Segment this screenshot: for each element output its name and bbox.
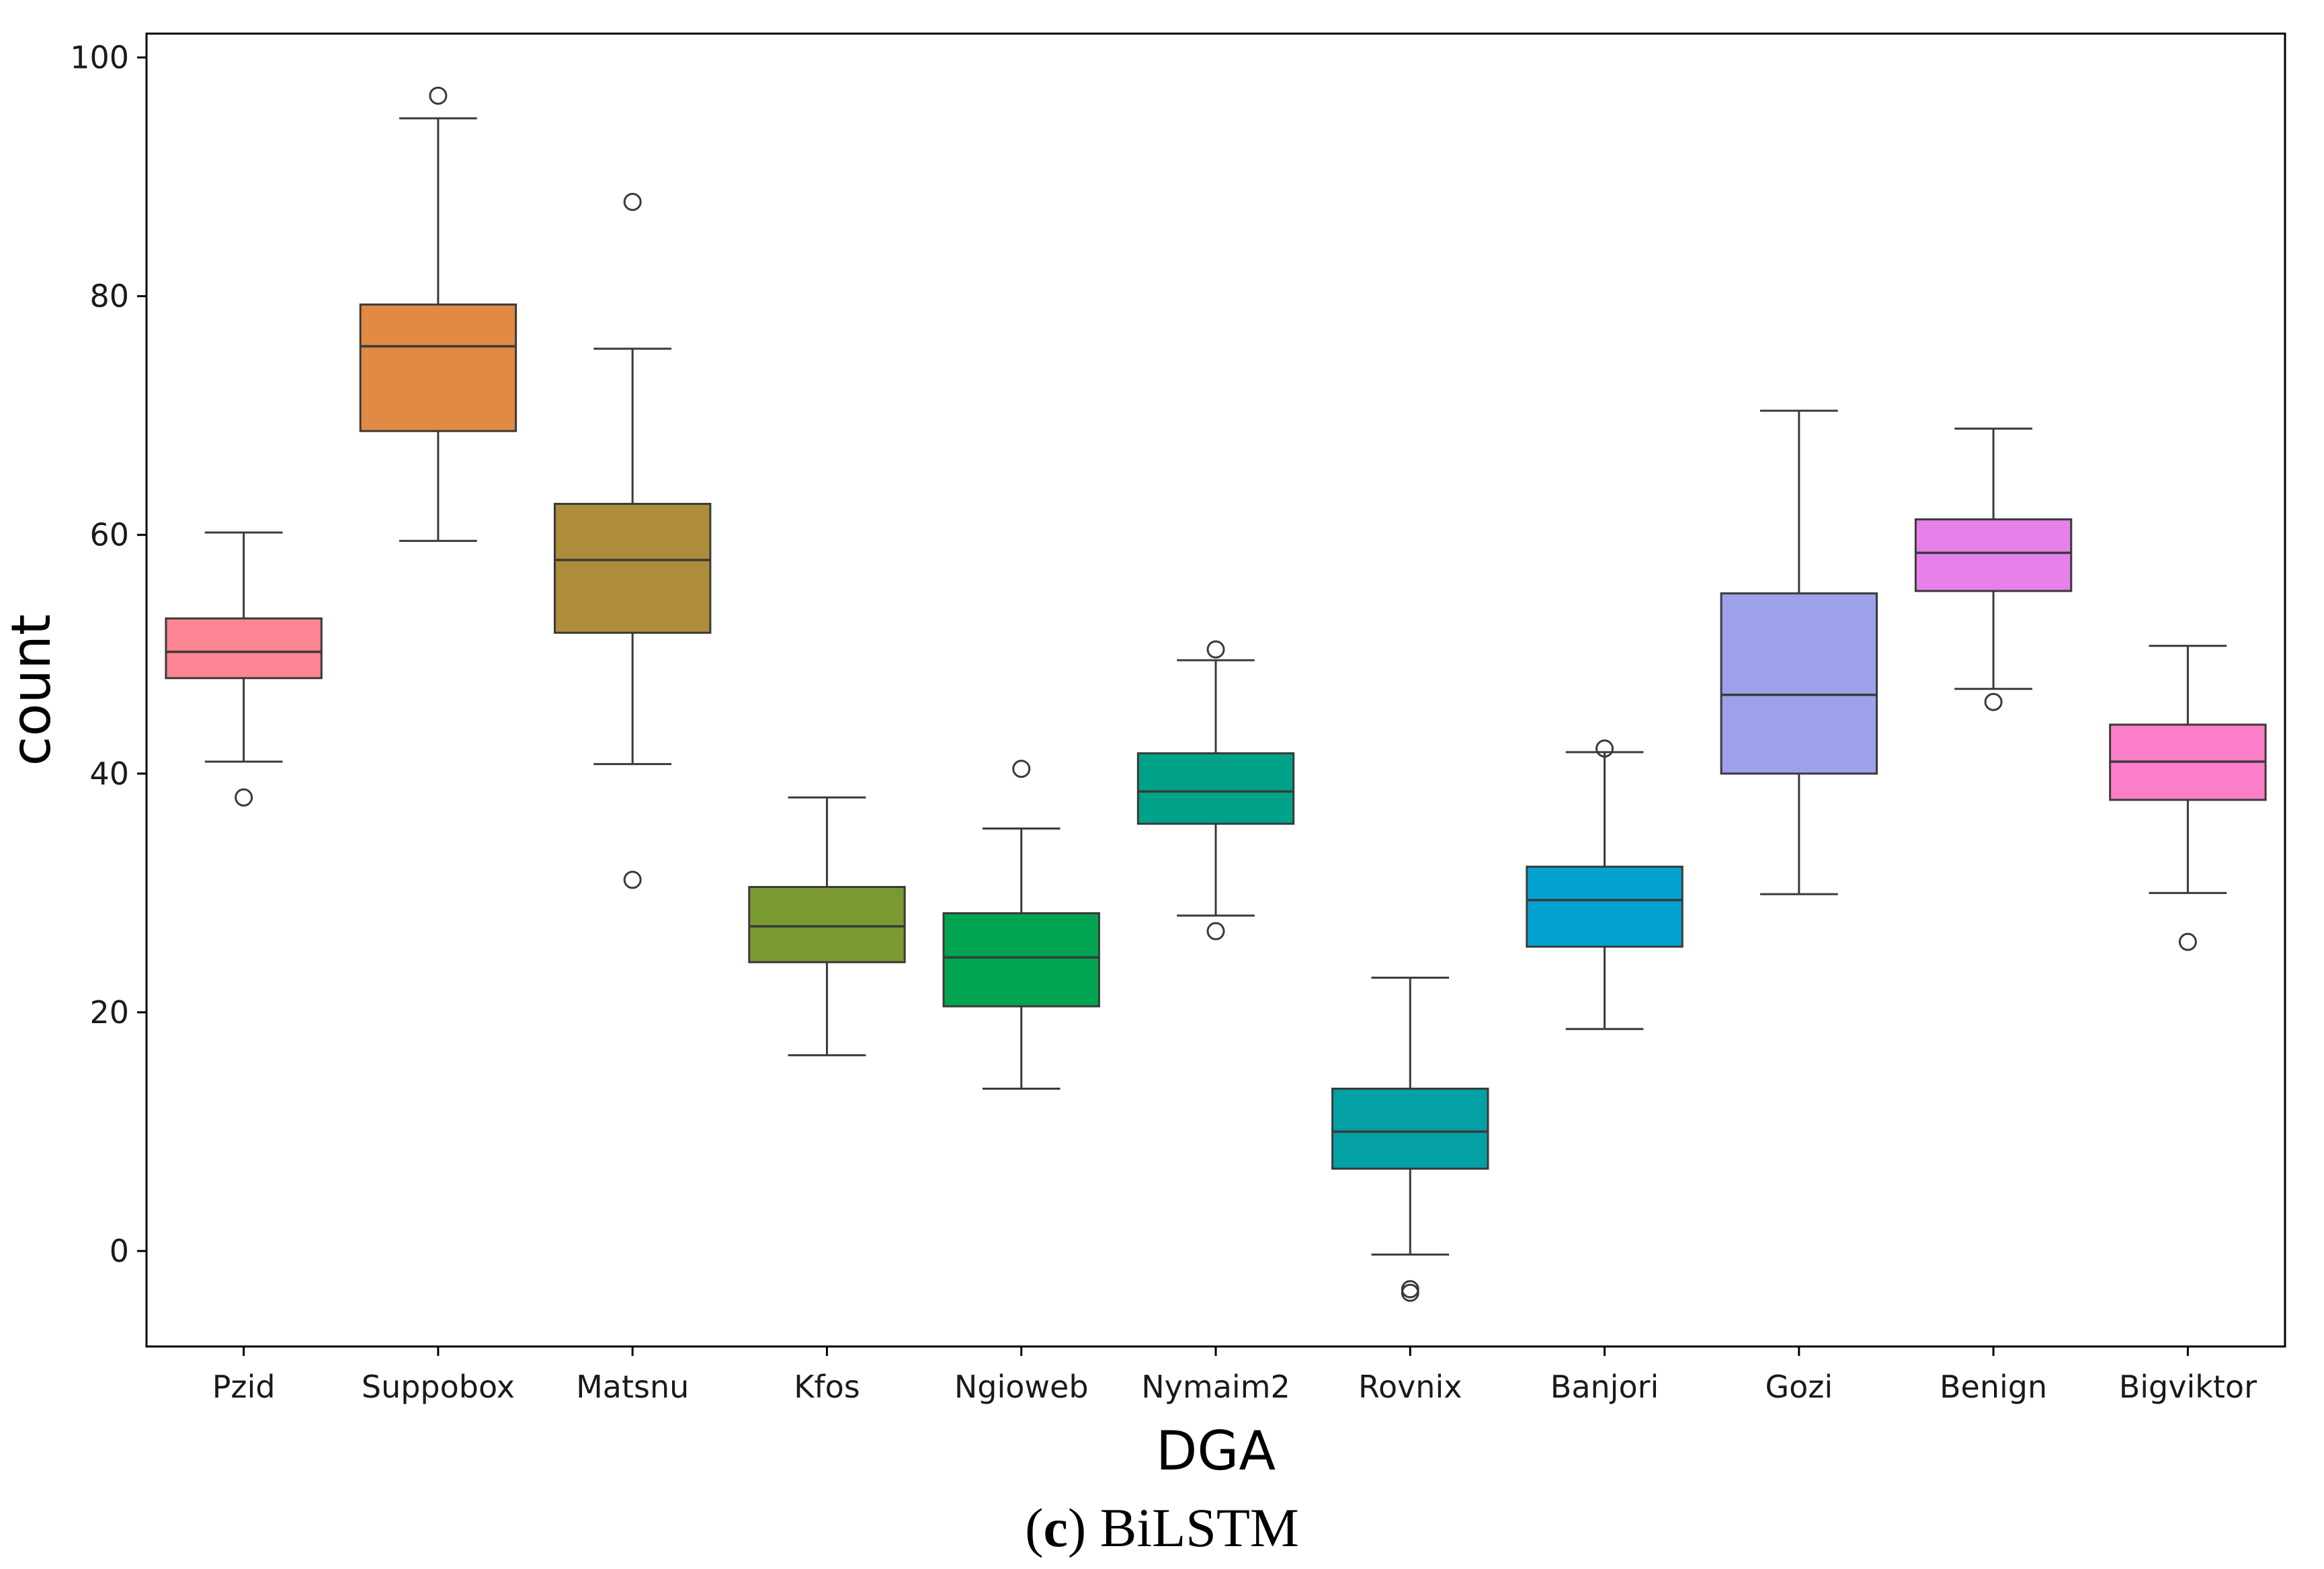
box-rovnix <box>1331 976 1489 1302</box>
outlier-point <box>1012 760 1031 778</box>
outlier-point <box>1206 640 1225 659</box>
caption-close-paren: ) <box>1068 1497 1086 1558</box>
outlier-point <box>623 871 642 889</box>
iqr-box <box>1331 1088 1489 1170</box>
iqr-box <box>1914 518 2073 592</box>
outlier-point <box>1401 1280 1419 1299</box>
box-gozi <box>1720 409 1878 895</box>
outlier-point <box>1401 1283 1419 1302</box>
box-pzid <box>165 531 323 807</box>
x-tick-label: Gozi <box>1765 1369 1833 1405</box>
y-tick-label: 0 <box>110 1233 129 1269</box>
outlier-point <box>429 86 448 105</box>
caption-text: BiLSTM <box>1086 1497 1299 1558</box>
x-tick-label: Banjori <box>1550 1369 1659 1405</box>
outlier-point <box>2178 932 2197 951</box>
x-tick-label: Nymaim2 <box>1141 1369 1290 1405</box>
box-suppobox <box>359 86 517 542</box>
x-tick-label: Bigviktor <box>2119 1369 2257 1405</box>
outlier-point <box>1984 692 2003 711</box>
iqr-box <box>165 617 323 680</box>
box-benign <box>1914 428 2073 711</box>
x-tick-label: Kfos <box>794 1369 860 1405</box>
iqr-box <box>1136 752 1295 825</box>
x-tick-label: Suppobox <box>362 1369 515 1405</box>
iqr-box <box>1720 592 1878 775</box>
caption-letter: c <box>1043 1497 1067 1558</box>
figure-caption: (c) BiLSTM <box>1025 1497 1299 1558</box>
outlier-point <box>235 788 253 807</box>
y-tick-label: 20 <box>89 994 129 1031</box>
y-tick-label: 100 <box>70 40 129 76</box>
box-banjori <box>1526 739 1684 1031</box>
x-tick-label: Matsnu <box>576 1369 689 1405</box>
iqr-box <box>1526 865 1684 948</box>
box-bigviktor <box>2109 645 2267 951</box>
y-axis-title: count <box>0 614 63 766</box>
box-ngioweb <box>942 760 1100 1090</box>
x-axis-title: DGA <box>1156 1420 1276 1482</box>
x-tick-label: Pzid <box>212 1369 276 1405</box>
y-axis: 0 20 40 60 80 100 <box>70 40 147 1269</box>
outlier-point <box>623 192 642 211</box>
x-tick-label: Ngioweb <box>954 1369 1089 1405</box>
iqr-box <box>553 503 712 634</box>
x-tick-label: Benign <box>1940 1369 2047 1405</box>
box-nymaim2 <box>1136 640 1295 940</box>
x-axis: Pzid Suppobox Matsnu Kfos Ngioweb Nymaim2 Rovn… <box>212 1346 2257 1405</box>
iqr-box <box>942 912 1100 1008</box>
outlier-point <box>1595 739 1614 758</box>
y-tick-label: 40 <box>89 756 129 792</box>
iqr-box <box>359 303 517 432</box>
plot-content <box>165 86 2267 1302</box>
y-tick-label: 80 <box>89 278 129 315</box>
y-tick-label: 60 <box>89 517 129 553</box>
x-tick-label: Rovnix <box>1358 1369 1462 1405</box>
iqr-box <box>748 885 906 963</box>
box-matsnu <box>553 192 712 889</box>
box-kfos <box>748 796 906 1057</box>
caption-open-paren: ( <box>1025 1497 1043 1558</box>
outlier-point <box>1206 922 1225 940</box>
